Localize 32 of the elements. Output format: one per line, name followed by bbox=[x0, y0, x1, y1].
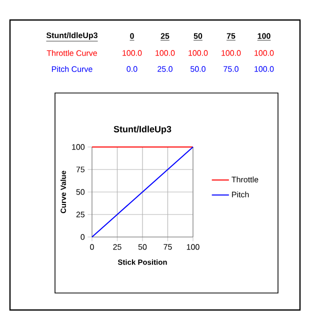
y-tick-label: 75 bbox=[76, 166, 85, 172]
text: 0.0 bbox=[126, 66, 138, 72]
text: 100.0 bbox=[156, 50, 175, 56]
text: 100.0 bbox=[254, 50, 274, 56]
x-tick-label: 75 bbox=[164, 244, 172, 250]
text: 75 bbox=[226, 33, 236, 39]
legend-label: Throttle bbox=[232, 176, 258, 182]
text: 0 bbox=[130, 33, 134, 39]
text: 50.0 bbox=[190, 66, 206, 72]
y-tick-label: 100 bbox=[72, 144, 85, 150]
y-tick-label: 25 bbox=[76, 212, 85, 218]
y-tick-label: 50 bbox=[76, 189, 85, 195]
legend-label: Pitch bbox=[232, 191, 249, 198]
text: 25 bbox=[160, 33, 170, 39]
chart-title: Stunt/IdleUp3 bbox=[114, 126, 172, 134]
text: Throttle Curve bbox=[46, 50, 97, 56]
text: Stunt/IdleUp3 bbox=[46, 32, 98, 40]
text: 75.0 bbox=[224, 66, 238, 72]
text: Pitch Curve bbox=[52, 66, 92, 72]
text: 25.0 bbox=[158, 66, 172, 72]
y-tick-label: 0 bbox=[80, 234, 85, 240]
text: 100.0 bbox=[122, 50, 142, 56]
line-series bbox=[91, 146, 194, 238]
text: 100.0 bbox=[254, 66, 274, 72]
x-tick-label: 0 bbox=[90, 244, 94, 250]
text: 100 bbox=[258, 33, 270, 39]
x-tick-label: 100 bbox=[186, 244, 200, 250]
text: 100.0 bbox=[222, 50, 241, 56]
text: 50 bbox=[194, 33, 202, 39]
text: 100.0 bbox=[188, 50, 208, 56]
x-tick-label: 50 bbox=[138, 244, 147, 250]
x-tick-label: 25 bbox=[113, 244, 122, 250]
